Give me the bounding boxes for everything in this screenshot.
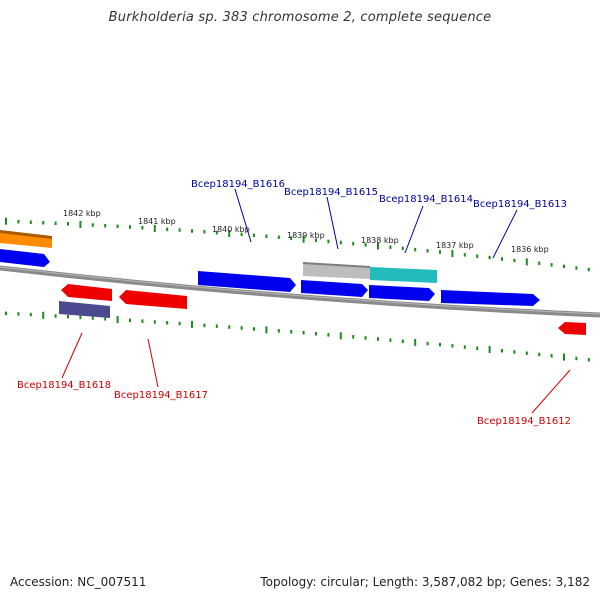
gene-label[interactable]: Bcep18194_B1612 <box>477 416 571 427</box>
forward-genes <box>0 230 540 306</box>
genome-backbone-highlight <box>0 266 600 315</box>
gene-labels: Bcep18194_B1616 Bcep18194_B1615 Bcep1819… <box>17 179 571 427</box>
gene-arrow[interactable] <box>0 249 50 267</box>
gene-arrow[interactable] <box>198 271 296 292</box>
callout-line <box>61 332 83 379</box>
genome-backbone <box>0 265 600 318</box>
gene-arrow[interactable] <box>369 285 435 301</box>
callout-lines <box>61 188 571 414</box>
kbp-label: 1840 kbp <box>212 225 250 234</box>
outer-tick-track <box>5 217 590 272</box>
kbp-scale-labels: 1842 kbp 1841 kbp 1840 kbp 1839 kbp 1838… <box>63 209 549 254</box>
genome-summary-text: Topology: circular; Length: 3,587,082 bp… <box>260 575 590 589</box>
gene-arrow[interactable] <box>441 290 540 306</box>
kbp-label: 1841 kbp <box>138 217 176 226</box>
gene-arrow[interactable] <box>370 267 437 283</box>
kbp-label: 1839 kbp <box>287 231 325 240</box>
gene-arrow[interactable] <box>59 301 110 318</box>
gene-arrow[interactable] <box>0 232 52 248</box>
callout-line <box>147 338 159 388</box>
gene-label[interactable]: Bcep18194_B1617 <box>114 390 208 401</box>
gene-label[interactable]: Bcep18194_B1618 <box>17 380 111 391</box>
inner-tick-track <box>5 311 590 362</box>
gene-arrow[interactable] <box>558 322 586 335</box>
gene-arrow[interactable] <box>61 284 112 301</box>
accession-text: Accession: NC_007511 <box>10 575 147 589</box>
callout-line <box>492 209 518 259</box>
callout-line <box>326 196 339 250</box>
gene-label[interactable]: Bcep18194_B1616 <box>191 179 285 190</box>
callout-line <box>234 188 252 243</box>
gene-arrow[interactable] <box>301 280 368 297</box>
gene-label[interactable]: Bcep18194_B1615 <box>284 187 378 198</box>
gene-label[interactable]: Bcep18194_B1613 <box>473 199 567 210</box>
callout-line <box>404 205 424 254</box>
reverse-genes <box>59 284 586 335</box>
kbp-label: 1836 kbp <box>511 245 549 254</box>
kbp-label: 1837 kbp <box>436 241 474 250</box>
map-title: Burkholderia sp. 383 chromosome 2, compl… <box>108 10 492 25</box>
gene-arrow-shade <box>303 262 370 268</box>
kbp-label: 1838 kbp <box>361 236 399 245</box>
kbp-label: 1842 kbp <box>63 209 101 218</box>
gene-arrow[interactable] <box>119 290 187 309</box>
gene-label[interactable]: Bcep18194_B1614 <box>379 194 473 205</box>
gene-arrow-shade <box>0 230 52 239</box>
callout-line <box>531 369 571 414</box>
